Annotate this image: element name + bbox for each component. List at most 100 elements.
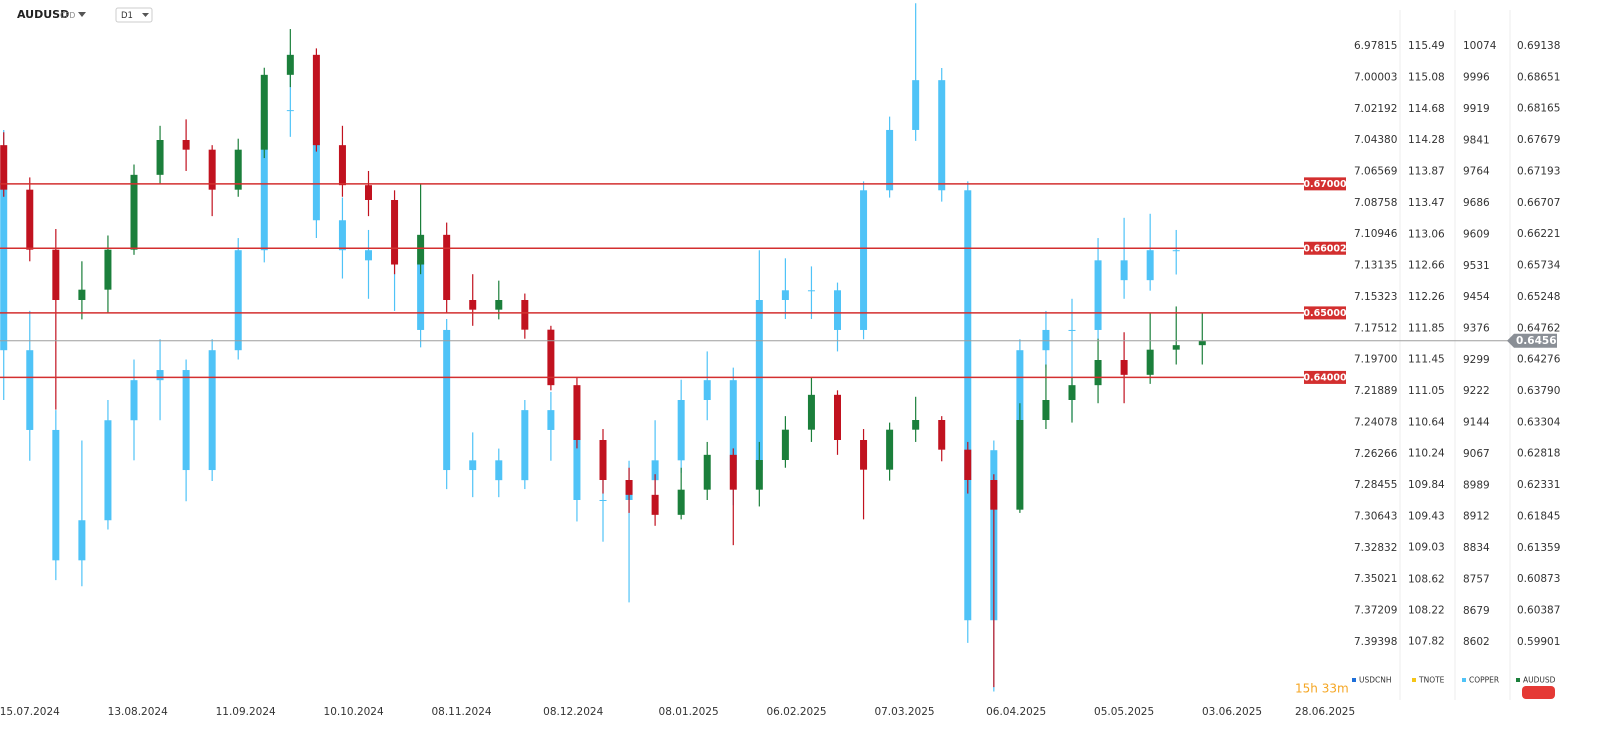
candle-body	[807, 394, 815, 430]
chart-subtitle: CFD	[60, 11, 76, 20]
y-tick-label: 7.08758	[1354, 197, 1397, 209]
candle-body	[234, 149, 242, 190]
candle-body	[834, 394, 841, 440]
y-tick-label: 7.15323	[1354, 291, 1397, 303]
candle-body	[130, 174, 138, 250]
candle-body	[1068, 329, 1076, 331]
y-tick-label: 115.49	[1408, 40, 1445, 52]
y-tick-label: 0.60387	[1517, 605, 1560, 617]
y-tick-label: 114.28	[1408, 134, 1445, 146]
x-tick-label: 03.06.2025	[1202, 706, 1262, 718]
current-price-tag	[1507, 333, 1557, 348]
candle-body	[104, 249, 112, 290]
y-tick-label: 110.24	[1408, 448, 1445, 460]
y-tick-label: 9144	[1463, 417, 1490, 429]
candle-body	[1120, 260, 1128, 281]
candle-body	[703, 454, 711, 490]
candle-body	[1042, 329, 1050, 351]
candle-body	[651, 494, 659, 515]
candle-body	[130, 380, 138, 421]
candle-body	[286, 110, 294, 112]
candle-body	[156, 140, 164, 175]
candle-body	[860, 440, 868, 470]
y-tick-label: 9376	[1463, 323, 1490, 335]
candle-body	[52, 249, 60, 300]
x-tick-label: 06.04.2025	[986, 706, 1046, 718]
y-tick-label: 0.64762	[1517, 322, 1560, 334]
y-tick-label: 8679	[1463, 605, 1490, 617]
y-tick-label: 109.43	[1408, 511, 1445, 523]
y-tick-label: 0.67679	[1517, 134, 1560, 146]
candle-body	[781, 429, 789, 460]
x-tick-label: 10.10.2024	[324, 706, 384, 718]
symbol-dropdown[interactable]	[78, 12, 86, 17]
candle-body	[156, 370, 164, 381]
candle-body	[182, 140, 190, 150]
candle-body	[260, 74, 268, 150]
y-tick-label: 0.66221	[1517, 228, 1560, 240]
x-tick-label: 13.08.2024	[108, 706, 168, 718]
y-tick-label: 7.28455	[1354, 479, 1397, 491]
chart-title: AUDUSD	[17, 8, 69, 21]
x-tick-label: 07.03.2025	[874, 706, 934, 718]
candle-body	[1016, 350, 1024, 451]
y-tick-label: 108.62	[1408, 574, 1445, 586]
alert-button[interactable]	[1522, 686, 1555, 699]
candle-body	[1016, 420, 1024, 510]
price-level-tag	[1304, 370, 1346, 384]
y-tick-label: 7.17512	[1354, 322, 1397, 334]
timeframe-select[interactable]	[115, 7, 153, 23]
candle-body	[338, 220, 346, 251]
candle-body	[547, 329, 555, 386]
y-tick-label: 7.24078	[1354, 416, 1397, 428]
candle-body	[104, 420, 112, 521]
candle-body	[834, 290, 841, 330]
y-tick-label: 7.10946	[1354, 228, 1398, 240]
candle-body	[234, 250, 242, 351]
candle-body	[312, 110, 320, 221]
y-tick-label: 10074	[1463, 40, 1497, 52]
candle-body	[417, 260, 425, 330]
candle-body	[208, 149, 216, 190]
x-tick-label: 08.12.2024	[543, 706, 603, 718]
y-tick-label: 9299	[1463, 354, 1490, 366]
y-tick-label: 0.61359	[1517, 542, 1560, 554]
candle-body	[964, 190, 972, 621]
candle-body	[182, 370, 190, 471]
candle-body	[391, 200, 399, 265]
timeframe-caret	[142, 13, 149, 17]
y-tick-label: 8912	[1463, 511, 1490, 523]
price-level-label: 0.67000	[1303, 179, 1347, 190]
candle-body	[1120, 360, 1128, 375]
y-tick-label: 0.68651	[1517, 71, 1560, 83]
candle-body	[469, 460, 477, 471]
y-tick-label: 0.63304	[1517, 416, 1561, 428]
countdown: 15h 33m	[1295, 682, 1349, 696]
legend-label: AUDUSD	[1523, 676, 1556, 685]
x-tick-label: 08.01.2025	[659, 706, 719, 718]
x-tick-label: 28.06.2025	[1295, 706, 1355, 718]
x-tick-label: 06.02.2025	[766, 706, 826, 718]
y-tick-label: 112.26	[1408, 291, 1445, 303]
y-tick-label: 115.08	[1408, 72, 1445, 84]
y-tick-label: 0.63790	[1517, 385, 1560, 397]
candle-body	[651, 460, 659, 481]
y-tick-label: 9454	[1463, 291, 1490, 303]
x-tick-label: 05.05.2025	[1094, 706, 1154, 718]
y-tick-label: 7.04380	[1354, 134, 1397, 146]
candle-body	[1094, 260, 1102, 330]
x-tick-label: 08.11.2024	[431, 706, 491, 718]
candle-body	[286, 54, 294, 75]
candle-body	[443, 329, 451, 471]
candle-body	[938, 80, 946, 191]
candle-body	[365, 250, 372, 261]
candle-body	[547, 410, 555, 430]
candle-body	[912, 80, 920, 130]
price-level-tag	[1304, 177, 1346, 191]
legend-label: TNOTE	[1418, 676, 1445, 685]
y-tick-label: 0.69138	[1517, 40, 1560, 52]
price-level-label: 0.66002	[1303, 243, 1346, 254]
y-tick-label: 9764	[1463, 166, 1490, 178]
y-tick-label: 0.68165	[1517, 103, 1560, 115]
